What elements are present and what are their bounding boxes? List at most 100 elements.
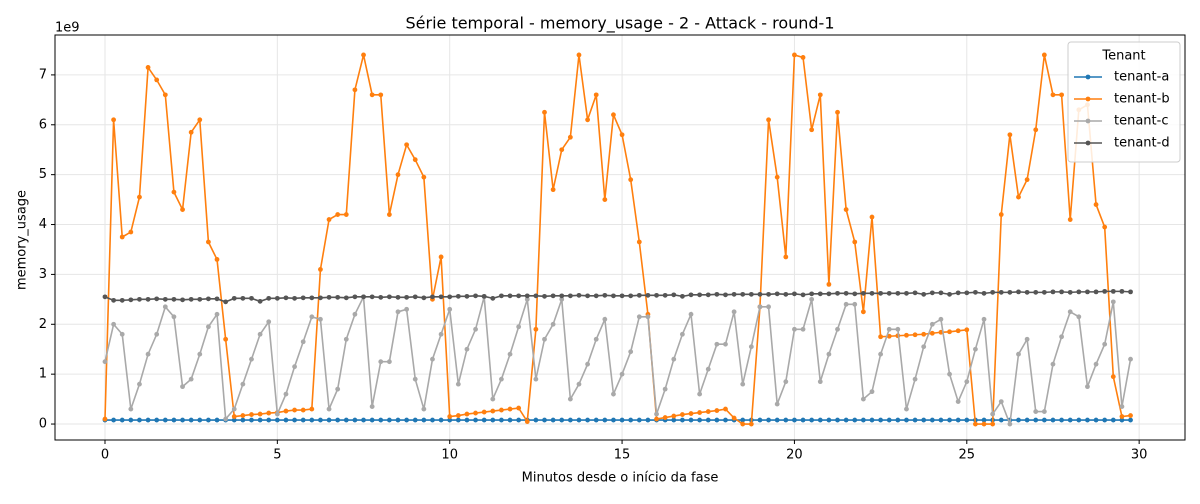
point — [438, 294, 444, 300]
point — [783, 291, 789, 297]
point — [723, 292, 728, 298]
point — [559, 296, 565, 302]
chart-title: Série temporal - memory_usage - 2 - Atta… — [405, 14, 834, 34]
point — [843, 290, 849, 296]
legend-label: tenant-b — [1114, 92, 1170, 107]
point — [559, 417, 565, 423]
point — [869, 214, 875, 220]
point — [611, 293, 616, 299]
point — [223, 299, 229, 305]
point — [628, 349, 634, 355]
point — [438, 331, 444, 337]
y-tick-label: 7 — [39, 67, 47, 82]
point — [705, 417, 711, 423]
point — [154, 77, 160, 83]
point — [576, 417, 582, 423]
point — [593, 336, 599, 342]
point — [628, 417, 634, 423]
point — [214, 257, 220, 262]
point — [955, 399, 961, 404]
point — [300, 417, 306, 423]
point — [550, 321, 556, 327]
point — [912, 417, 918, 423]
point — [542, 109, 547, 115]
point — [343, 212, 349, 217]
point — [1110, 374, 1116, 380]
point — [1033, 409, 1039, 414]
point — [550, 417, 556, 423]
point — [343, 336, 349, 342]
point — [180, 297, 185, 303]
point — [1076, 314, 1082, 320]
point — [188, 376, 194, 382]
point — [826, 417, 832, 423]
point — [404, 294, 410, 300]
point — [369, 404, 375, 409]
point — [904, 417, 909, 423]
point — [550, 187, 556, 193]
point — [1093, 361, 1099, 367]
point — [421, 417, 427, 423]
point — [369, 294, 375, 300]
point — [645, 314, 651, 320]
point — [1085, 417, 1090, 423]
point — [929, 321, 935, 327]
point — [542, 336, 547, 342]
point — [955, 328, 961, 334]
point — [878, 417, 884, 423]
point — [464, 346, 470, 352]
point — [576, 52, 582, 58]
point — [766, 304, 771, 310]
point — [843, 207, 849, 212]
legend-marker — [1085, 74, 1091, 80]
point — [947, 371, 952, 377]
point — [300, 295, 306, 301]
point — [714, 341, 720, 347]
point — [1093, 289, 1099, 295]
point — [619, 417, 625, 423]
point — [430, 417, 435, 423]
point — [1016, 351, 1021, 357]
point — [671, 417, 677, 423]
point — [447, 414, 453, 419]
point — [740, 291, 746, 297]
point — [559, 147, 565, 153]
point — [662, 415, 668, 420]
point — [499, 407, 504, 413]
series — [102, 288, 1133, 305]
point — [206, 296, 211, 302]
point — [1016, 417, 1021, 423]
point — [662, 386, 668, 392]
point — [1102, 288, 1108, 294]
point — [283, 295, 289, 301]
point — [990, 421, 996, 427]
point — [1067, 309, 1073, 315]
point — [662, 292, 668, 298]
point — [921, 331, 927, 337]
point — [154, 331, 160, 337]
point — [326, 294, 332, 300]
point — [731, 309, 737, 315]
point — [257, 411, 263, 417]
point — [602, 197, 608, 202]
point — [878, 290, 884, 296]
y-tick-label: 5 — [39, 167, 47, 182]
point — [783, 254, 789, 260]
point — [137, 381, 142, 387]
x-tick-label: 20 — [786, 448, 803, 463]
point — [645, 292, 651, 298]
point — [266, 295, 272, 301]
point — [800, 292, 806, 298]
point — [723, 341, 728, 347]
point — [869, 290, 875, 296]
x-axis-label: Minutos desde o início da fase — [522, 471, 719, 486]
point — [162, 304, 168, 310]
point — [817, 92, 823, 98]
point — [576, 292, 582, 298]
point — [137, 417, 142, 423]
point — [860, 396, 866, 402]
point — [326, 217, 332, 222]
point — [792, 326, 797, 332]
point — [912, 376, 918, 382]
point — [430, 356, 435, 362]
